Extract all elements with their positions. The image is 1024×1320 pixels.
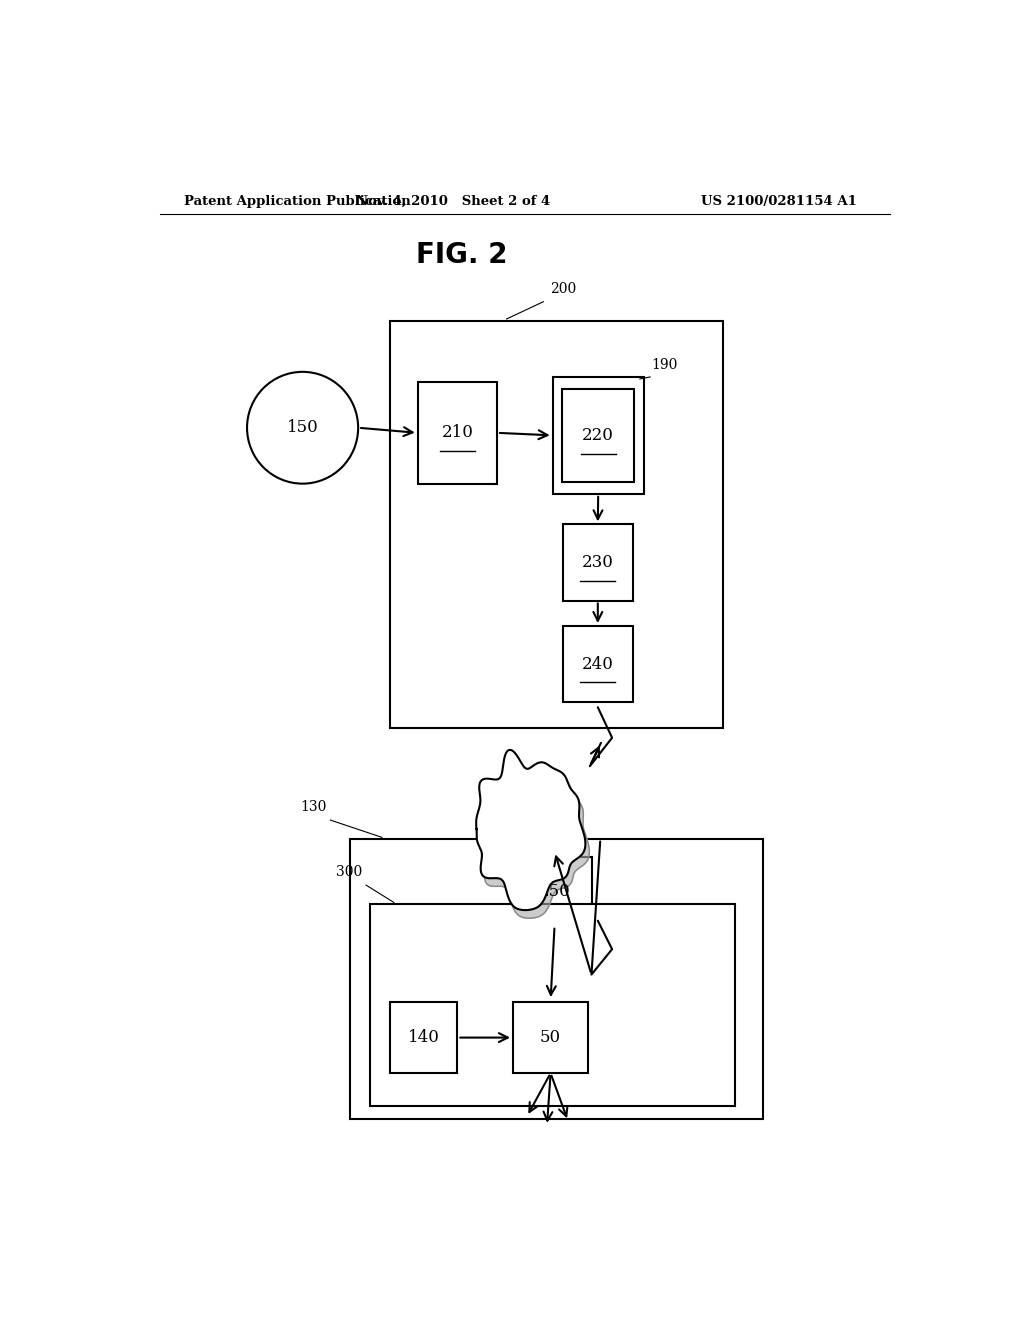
Text: 200: 200 xyxy=(550,281,577,296)
Text: Patent Application Publication: Patent Application Publication xyxy=(183,194,411,207)
Bar xyxy=(553,378,644,494)
Bar xyxy=(563,626,633,702)
Text: 130: 130 xyxy=(300,800,327,814)
Text: 210: 210 xyxy=(441,424,473,441)
Text: 300: 300 xyxy=(336,865,362,879)
Text: 140: 140 xyxy=(408,1030,439,1045)
Text: 190: 190 xyxy=(652,358,678,372)
Text: 230: 230 xyxy=(582,554,613,572)
Text: 250: 250 xyxy=(539,883,570,900)
Polygon shape xyxy=(480,758,590,919)
Bar xyxy=(390,321,723,727)
Text: 50: 50 xyxy=(540,1030,561,1045)
Text: 240: 240 xyxy=(582,656,613,673)
Text: 150: 150 xyxy=(287,420,318,436)
Text: Nov. 4, 2010   Sheet 2 of 4: Nov. 4, 2010 Sheet 2 of 4 xyxy=(356,194,551,207)
Bar xyxy=(370,904,735,1106)
Ellipse shape xyxy=(247,372,358,483)
Bar xyxy=(390,1002,458,1073)
Polygon shape xyxy=(476,750,586,909)
Bar xyxy=(350,840,763,1119)
Bar xyxy=(513,1002,588,1073)
Text: US 2100/0281154 A1: US 2100/0281154 A1 xyxy=(700,194,857,207)
Text: 220: 220 xyxy=(583,426,614,444)
Text: FIG. 2: FIG. 2 xyxy=(416,242,507,269)
Bar xyxy=(517,857,592,925)
Bar xyxy=(563,524,633,601)
Bar xyxy=(418,381,497,483)
Bar xyxy=(562,389,634,482)
